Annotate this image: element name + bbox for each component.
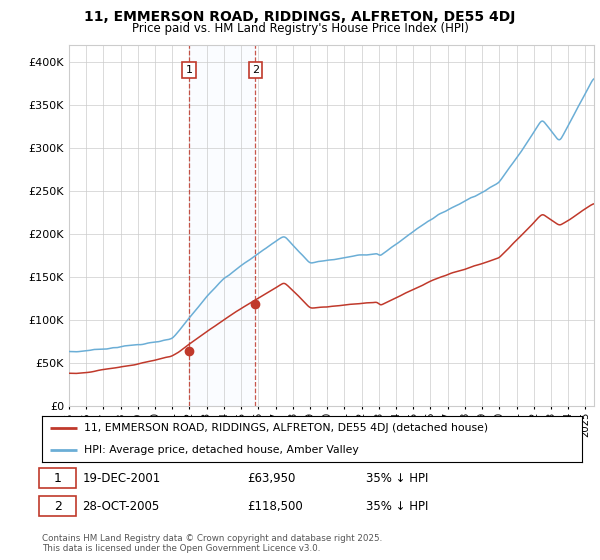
Text: 1: 1 (185, 65, 193, 75)
Bar (189, 45, 256, 406)
FancyBboxPatch shape (40, 468, 76, 488)
Text: 28-OCT-2005: 28-OCT-2005 (83, 500, 160, 513)
Text: Contains HM Land Registry data © Crown copyright and database right 2025.
This d: Contains HM Land Registry data © Crown c… (42, 534, 382, 553)
Text: Price paid vs. HM Land Registry's House Price Index (HPI): Price paid vs. HM Land Registry's House … (131, 22, 469, 35)
Text: £63,950: £63,950 (247, 472, 296, 485)
Text: 2: 2 (54, 500, 62, 513)
Text: 19-DEC-2001: 19-DEC-2001 (83, 472, 161, 485)
Text: 1: 1 (54, 472, 62, 485)
Text: HPI: Average price, detached house, Amber Valley: HPI: Average price, detached house, Ambe… (84, 445, 359, 455)
FancyBboxPatch shape (40, 496, 76, 516)
Text: 35% ↓ HPI: 35% ↓ HPI (366, 500, 428, 513)
Text: £118,500: £118,500 (247, 500, 303, 513)
Text: 11, EMMERSON ROAD, RIDDINGS, ALFRETON, DE55 4DJ: 11, EMMERSON ROAD, RIDDINGS, ALFRETON, D… (85, 10, 515, 24)
Text: 11, EMMERSON ROAD, RIDDINGS, ALFRETON, DE55 4DJ (detached house): 11, EMMERSON ROAD, RIDDINGS, ALFRETON, D… (84, 423, 488, 433)
Text: 2: 2 (252, 65, 259, 75)
Text: 35% ↓ HPI: 35% ↓ HPI (366, 472, 428, 485)
